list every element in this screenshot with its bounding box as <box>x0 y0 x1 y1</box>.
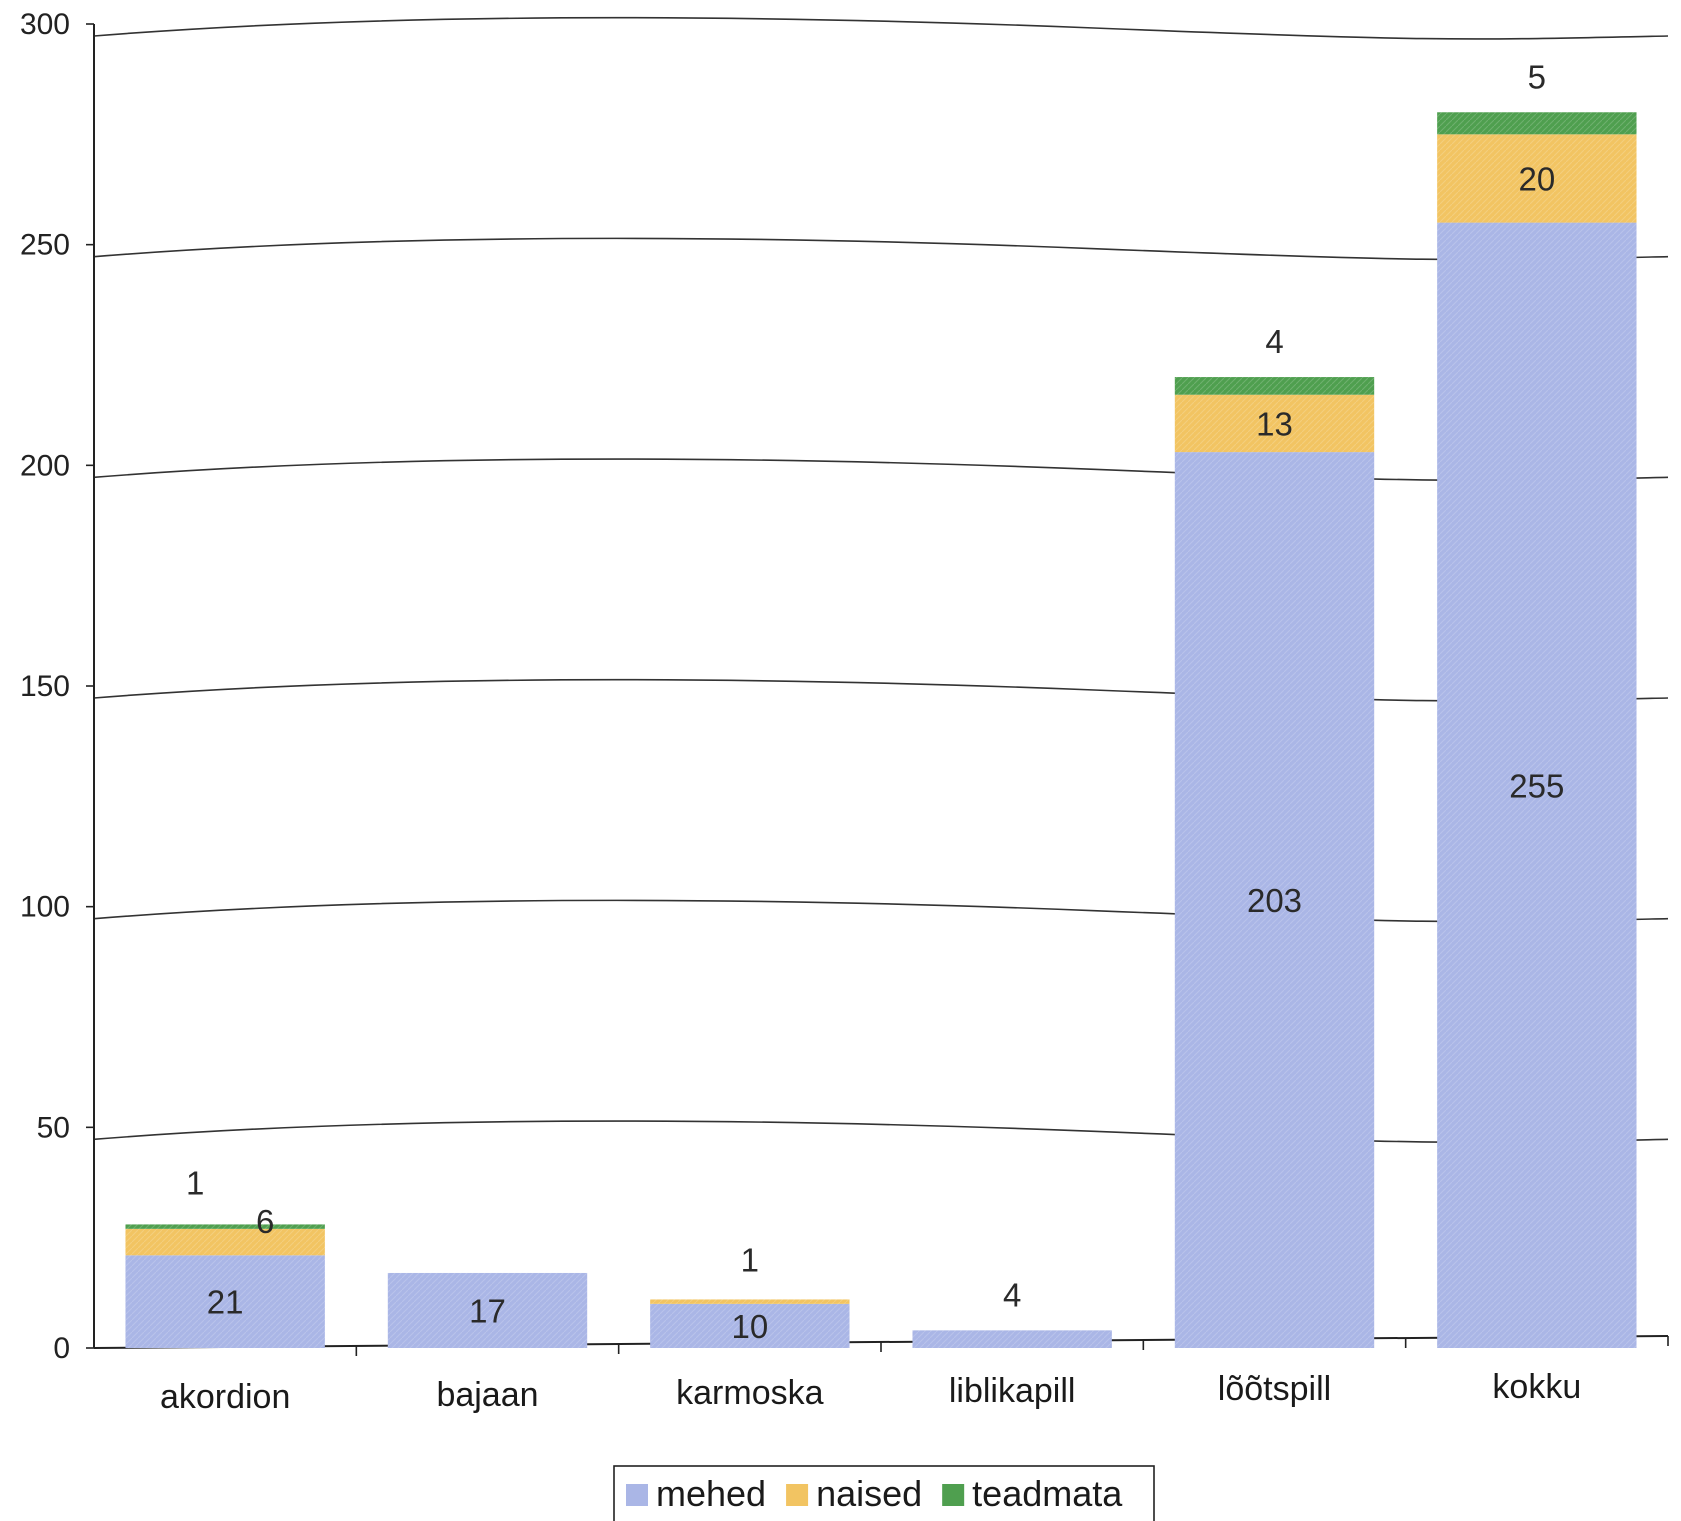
data-label-mehed: 203 <box>1247 882 1302 919</box>
legend-swatch-naised <box>786 1484 809 1506</box>
axes: 0 50 100 150 200 250 300 akordion bajaan karmoska… <box>20 8 1669 1416</box>
legend: mehed naised teadmata <box>613 1465 1155 1521</box>
bar-texture <box>387 1272 588 1348</box>
y-tick-label: 150 <box>20 670 70 703</box>
data-label-teadmata: 5 <box>1528 58 1546 95</box>
y-tick-label: 100 <box>20 891 70 924</box>
bar-texture <box>125 1224 325 1229</box>
x-category-label: akordion <box>160 1378 290 1416</box>
bar-texture <box>1437 222 1637 1349</box>
y-tick-label: 0 <box>53 1332 70 1365</box>
data-label-naised: 1 <box>741 1241 759 1278</box>
x-category-label: kokku <box>1492 1368 1581 1406</box>
gridline <box>93 678 1669 702</box>
bar-texture <box>1437 134 1637 223</box>
bar-texture <box>125 1255 325 1348</box>
y-tick-label: 250 <box>20 229 70 262</box>
gridlines <box>93 16 1669 1144</box>
legend-label-mehed: mehed <box>656 1473 766 1514</box>
gridline <box>93 458 1669 482</box>
bar-texture <box>1174 452 1375 1348</box>
bar-texture <box>650 1299 850 1304</box>
gridline <box>93 237 1669 261</box>
y-tick-label: 200 <box>20 449 70 482</box>
gridline <box>93 16 1669 40</box>
data-label-mehed: 21 <box>207 1284 244 1321</box>
data-label-naised: 6 <box>256 1203 274 1240</box>
data-labels: 21 6 1 17 10 1 4 203 13 4 255 20 5 <box>186 58 1564 1345</box>
data-label-naised: 20 <box>1518 160 1555 197</box>
bar-texture <box>650 1303 850 1348</box>
y-tick-label: 300 <box>20 8 70 41</box>
legend-swatch-teadmata <box>942 1484 965 1506</box>
data-label-mehed: 4 <box>1003 1276 1021 1313</box>
bar-texture <box>1174 377 1375 395</box>
bar-texture <box>125 1228 325 1256</box>
legend-box <box>613 1465 1155 1521</box>
bar-texture <box>1174 394 1375 453</box>
data-label-naised: 13 <box>1256 405 1293 442</box>
bar-texture <box>1437 112 1637 135</box>
x-category-label: bajaan <box>436 1376 538 1414</box>
legend-label-teadmata: teadmata <box>972 1473 1123 1514</box>
bars <box>125 112 1637 1349</box>
legend-label-naised: naised <box>816 1473 922 1514</box>
gridline <box>93 899 1669 923</box>
legend-swatch-mehed <box>626 1484 648 1506</box>
x-category-label: liblikapill <box>949 1372 1076 1410</box>
data-label-mehed: 17 <box>469 1292 506 1329</box>
data-label-teadmata: 4 <box>1265 323 1283 360</box>
data-label-mehed: 10 <box>731 1308 768 1345</box>
data-label-teadmata: 1 <box>186 1164 204 1201</box>
x-category-label: karmoska <box>676 1374 823 1412</box>
y-tick-label: 50 <box>37 1111 70 1144</box>
x-category-label: lõõtspill <box>1218 1370 1331 1408</box>
gridline <box>93 1120 1669 1144</box>
bar-texture <box>912 1330 1112 1348</box>
data-label-mehed: 255 <box>1509 767 1564 804</box>
